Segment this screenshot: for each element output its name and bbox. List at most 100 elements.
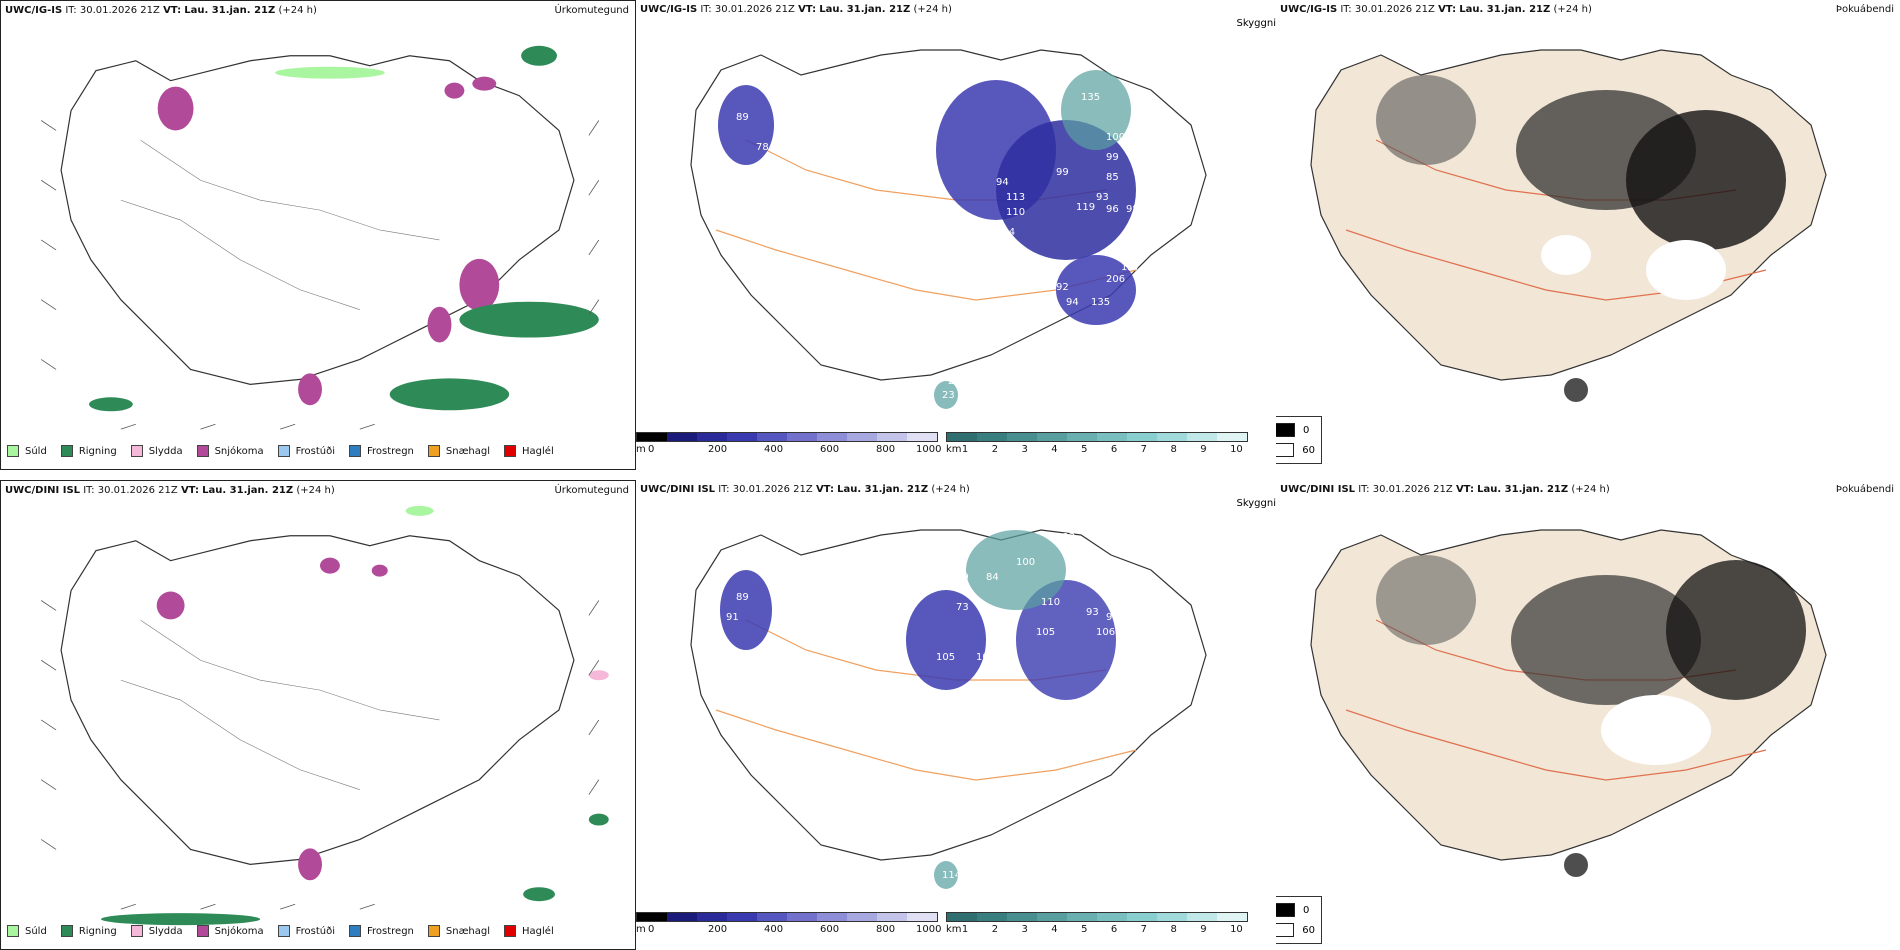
slydda-swatch [130, 925, 143, 937]
model-name: UWC/IG-IS [640, 4, 698, 15]
visibility-unit: km [946, 444, 962, 455]
vt-label: VT: [798, 4, 817, 15]
vt-label: VT: [163, 5, 182, 16]
mid-label-114: 114 [996, 227, 1015, 238]
visibility-colorbar-bottom: km 1 2 3 4 5 6 7 8 9 10 [946, 908, 1248, 942]
legend-item-snaehagl: Snæhagl [427, 445, 491, 457]
elevation-unit: m [636, 444, 646, 455]
visibility-tick: 5 [1081, 444, 1088, 455]
elevation-tick: 200 [708, 924, 728, 935]
visibility-tick: 4 [1051, 444, 1058, 455]
visibility-labels-top: 89 191 78 99 100 121 91 94 113 110 114 9… [736, 92, 1140, 401]
fog-indicator-map-bottom [1310, 529, 1827, 877]
panel-title-bottom-left: UWC/DINI ISL IT: 30.01.2026 21Z VT: Lau.… [5, 485, 629, 501]
mid-label-135b: 135 [1091, 297, 1110, 308]
mid-label-18: 18 [966, 387, 979, 398]
fog-swatch-white [1276, 923, 1295, 937]
panel-title-bottom-right: UWC/DINI ISL IT: 30.01.2026 21Z VT: Lau.… [1280, 484, 1894, 500]
mid-label-85: 85 [1106, 172, 1119, 183]
precip-type-panel-top: UWC/IG-IS IT: 30.01.2026 21Z VT: Lau. 31… [0, 0, 636, 470]
legend-label-snaehagl: Snæhagl [445, 445, 491, 457]
it-label: IT: [700, 4, 712, 15]
fog-legend-top: 0 60 [1276, 416, 1322, 464]
field-title: Þokuábendi [1835, 4, 1894, 15]
mid-label-100: 100 [766, 177, 785, 188]
visibility-tick: 3 [1021, 444, 1028, 455]
elevation-tick: 600 [820, 924, 840, 935]
visibility-tick: 10 [1230, 924, 1243, 935]
mid-label-109: 109 [1126, 672, 1145, 683]
lead-time: (+24 h) [1571, 484, 1610, 495]
visibility-bar [946, 432, 1248, 442]
mid-label-91: 91 [726, 612, 739, 623]
visibility-tick: 2 [991, 924, 999, 935]
legend-item-snjokoma: Snjókoma [196, 445, 264, 457]
it-label: IT: [718, 484, 730, 495]
legend-label-haglel: Haglél [522, 445, 554, 457]
it-label: IT: [1358, 484, 1370, 495]
vt-value: Lau. 31.jan. 21Z [819, 4, 911, 15]
legend-label-slydda: Slydda [148, 925, 183, 937]
elevation-colorbar-bottom: m 0 200 400 600 800 1000 [636, 908, 941, 942]
elevation-bar [636, 912, 938, 922]
panel-title-top-mid: UWC/IG-IS IT: 30.01.2026 21Z VT: Lau. 31… [640, 4, 1270, 20]
haglel-swatch [504, 925, 517, 937]
mid-label-78: 78 [756, 142, 769, 153]
legend-item-haglel: Haglél [504, 925, 554, 937]
legend-item-sudd: Súld [7, 925, 47, 937]
frostregn-swatch [349, 445, 361, 457]
skyggni-title-top: Skyggni [1236, 18, 1276, 29]
visibility-ticks: km 1 2 3 4 5 6 7 8 9 10 [946, 924, 1246, 936]
legend-item-frostudi: Frostúði [277, 925, 335, 937]
visibility-map-top [690, 49, 1207, 409]
mid-label-121: 121 [806, 127, 825, 138]
mid-label-94b: 94 [1066, 297, 1079, 308]
it-value: 30.01.2026 21Z [97, 485, 178, 496]
mid-label-99: 99 [776, 160, 789, 171]
haglel-swatch [504, 445, 517, 457]
visibility-panel-top: UWC/IG-IS IT: 30.01.2026 21Z VT: Lau. 31… [636, 0, 1276, 470]
precip-type-map-bottom [40, 505, 609, 926]
lead-time: (+24 h) [913, 4, 952, 15]
vt-value: Lau. 31.jan. 21Z [202, 485, 294, 496]
precip-type-legend-bottom: Súld Rigning Slydda Snjókoma Frostúði [7, 923, 554, 939]
mid-label-99c: 99 [1106, 152, 1119, 163]
precip-type-map-top [40, 45, 600, 430]
panel-title-top-left: UWC/IG-IS IT: 30.01.2026 21Z VT: Lau. 31… [5, 5, 629, 21]
mid-label-23: 23 [942, 390, 955, 401]
it-label: IT: [83, 485, 95, 496]
fog-value: 0 [1303, 904, 1310, 916]
model-name: UWC/IG-IS [5, 5, 63, 16]
fog-legend-bottom: 0 60 [1276, 896, 1322, 944]
elevation-unit: m [636, 924, 646, 935]
it-label: IT: [65, 5, 77, 16]
mid-label-113: 113 [1006, 192, 1025, 203]
visibility-panel-bottom: UWC/DINI ISL IT: 30.01.2026 21Z VT: Lau.… [636, 480, 1276, 950]
mid-label-106b: 106 [1096, 627, 1115, 638]
elevation-tick: 800 [876, 924, 896, 935]
mid-label-123: 123 [1056, 532, 1075, 543]
elevation-tick: 0 [648, 924, 655, 935]
fog-indicator-panel-bottom: UWC/DINI ISL IT: 30.01.2026 21Z VT: Lau.… [1276, 480, 1900, 950]
legend-label-sudd: Súld [25, 925, 47, 937]
mid-label-135: 135 [1081, 92, 1100, 103]
mid-label-110: 110 [1041, 597, 1060, 608]
field-title: Úrkomutegund [554, 5, 629, 16]
elevation-tick: 400 [764, 444, 784, 455]
mid-label-136: 136 [1066, 332, 1085, 343]
visibility-map-bottom [690, 529, 1207, 889]
legend-label-frostregn: Frostregn [367, 445, 414, 457]
visibility-colorbar-top: km 1 2 3 4 5 6 7 8 9 10 [946, 428, 1248, 462]
mid-label-114: 114 [942, 870, 961, 881]
mid-label-91: 91 [846, 220, 859, 231]
fog-legend-row: 0 [1276, 903, 1315, 917]
frostudi-swatch [277, 445, 290, 457]
elevation-bar [636, 432, 938, 442]
it-value: 30.01.2026 21Z [79, 5, 160, 16]
wind-barbs [40, 120, 600, 430]
visibility-bar [946, 912, 1248, 922]
visibility-tick: 9 [1200, 444, 1207, 455]
model-name: UWC/DINI ISL [5, 485, 81, 496]
model-name: UWC/IG-IS [1280, 4, 1338, 15]
legend-item-frostregn: Frostregn [349, 925, 414, 937]
